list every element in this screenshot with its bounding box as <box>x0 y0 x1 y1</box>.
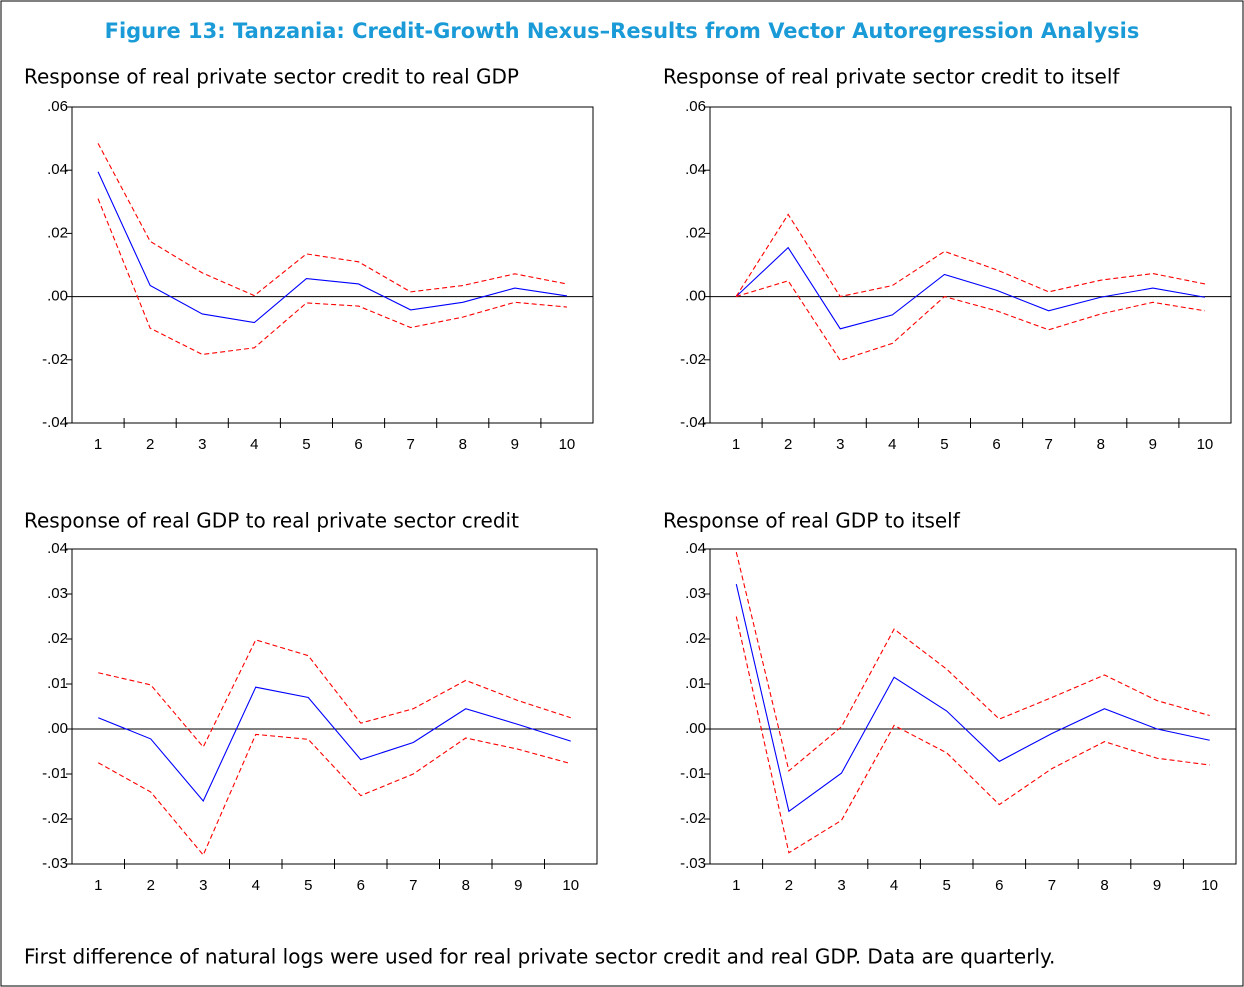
y-tick-label: -.02 <box>42 351 68 368</box>
response-line <box>97 733 571 857</box>
y-tick-label: .02 <box>47 224 68 241</box>
y-tick-label: .04 <box>685 540 706 557</box>
x-tick-label: 10 <box>562 877 579 894</box>
response-line <box>735 552 1210 772</box>
x-tick-label: 9 <box>514 877 522 894</box>
y-tick-label: -.01 <box>680 765 706 782</box>
x-tick-label: 4 <box>252 877 260 894</box>
x-tick-label: 8 <box>1100 877 1108 894</box>
y-tick-label: .00 <box>685 288 706 305</box>
x-tick-label: 1 <box>732 436 740 453</box>
y-tick-label: .01 <box>685 675 706 692</box>
x-tick-label: 7 <box>406 436 414 453</box>
x-tick-label: 6 <box>357 877 365 894</box>
x-tick-label: 10 <box>559 436 576 453</box>
figure-note: First difference of natural logs were us… <box>24 945 1055 969</box>
x-tick-label: 2 <box>147 877 155 894</box>
x-tick-label: 3 <box>198 436 206 453</box>
response-line <box>98 686 571 803</box>
x-tick-label: 4 <box>250 436 258 453</box>
y-tick-label: .01 <box>47 675 68 692</box>
x-tick-label: 7 <box>1048 877 1056 894</box>
response-line <box>98 639 571 748</box>
y-tick-label: .02 <box>685 630 706 647</box>
x-tick-label: 6 <box>995 877 1003 894</box>
x-tick-label: 5 <box>943 877 951 894</box>
x-tick-label: 1 <box>94 877 102 894</box>
y-tick-label: -.03 <box>680 855 706 872</box>
x-tick-label: 9 <box>1149 436 1157 453</box>
y-tick-label: .04 <box>47 161 68 178</box>
response-line <box>735 246 1206 330</box>
response-line <box>97 143 568 297</box>
x-tick-label: 5 <box>302 436 310 453</box>
y-tick-label: -.02 <box>42 810 68 827</box>
x-tick-label: 1 <box>94 436 102 453</box>
y-tick-label: .04 <box>47 540 68 557</box>
x-tick-label: 5 <box>940 436 948 453</box>
x-tick-label: 7 <box>1044 436 1052 453</box>
x-tick-label: 4 <box>890 877 898 894</box>
response-line <box>735 280 1206 362</box>
figure-title: Figure 13: Tanzania: Credit-Growth Nexus… <box>105 19 1140 43</box>
x-tick-label: 1 <box>732 877 740 894</box>
y-tick-label: -.02 <box>680 810 706 827</box>
y-tick-label: -.02 <box>680 351 706 368</box>
x-tick-label: 2 <box>785 877 793 894</box>
x-tick-label: 6 <box>354 436 362 453</box>
y-tick-label: -.04 <box>42 414 68 431</box>
x-tick-label: 8 <box>459 436 467 453</box>
x-tick-label: 10 <box>1197 436 1214 453</box>
y-tick-label: -.04 <box>680 414 706 431</box>
chart-subtitle: Response of real private sector credit t… <box>663 65 1120 89</box>
x-tick-label: 8 <box>462 877 470 894</box>
x-tick-label: 2 <box>146 436 154 453</box>
y-tick-label: .00 <box>685 720 706 737</box>
chart-subtitle: Response of real private sector credit t… <box>24 65 519 89</box>
y-tick-label: .03 <box>47 585 68 602</box>
x-tick-label: 5 <box>304 877 312 894</box>
chart-subtitle: Response of real GDP to itself <box>663 509 961 533</box>
x-tick-label: 7 <box>409 877 417 894</box>
y-tick-label: .06 <box>685 98 706 115</box>
y-tick-label: .00 <box>47 720 68 737</box>
y-tick-label: -.03 <box>42 855 68 872</box>
chart-subtitle: Response of real GDP to real private sec… <box>24 509 519 533</box>
y-tick-label: .06 <box>47 98 68 115</box>
y-tick-label: .04 <box>685 161 706 178</box>
y-tick-label: .02 <box>685 224 706 241</box>
response-line <box>97 198 567 355</box>
x-tick-label: 3 <box>837 877 845 894</box>
x-tick-label: 9 <box>511 436 519 453</box>
x-tick-label: 9 <box>1153 877 1161 894</box>
x-tick-label: 6 <box>992 436 1000 453</box>
y-tick-label: -.01 <box>42 765 68 782</box>
response-line <box>97 171 568 324</box>
y-tick-label: .02 <box>47 630 68 647</box>
response-line <box>735 213 1206 298</box>
x-tick-label: 3 <box>199 877 207 894</box>
x-tick-label: 10 <box>1201 877 1218 894</box>
y-tick-label: .03 <box>685 585 706 602</box>
x-tick-label: 8 <box>1097 436 1105 453</box>
y-tick-label: .00 <box>47 288 68 305</box>
response-line <box>735 616 1210 854</box>
x-tick-label: 4 <box>888 436 896 453</box>
x-tick-label: 3 <box>836 436 844 453</box>
x-tick-label: 2 <box>784 436 792 453</box>
response-line <box>735 583 1210 813</box>
